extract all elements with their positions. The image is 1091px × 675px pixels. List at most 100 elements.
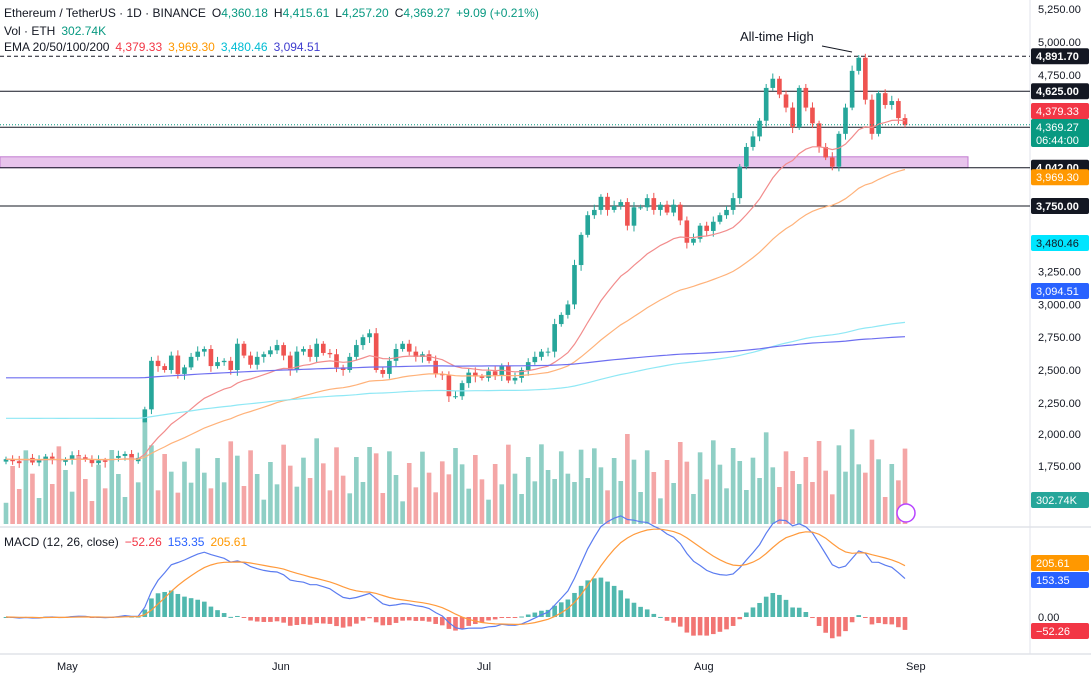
ema100-value: 3,480.46 [220,40,268,54]
candle-body [327,352,333,355]
volume-bar [578,449,584,524]
candle-body [565,304,571,315]
macd-hist-bar [625,598,630,617]
candle-body [744,146,749,167]
macd-hist-bar [737,617,743,620]
volume-bar [783,451,789,524]
price-tag [1031,169,1089,186]
macd-hist-bar [783,599,789,617]
level-tag-label: 3,750.00 [1036,201,1079,213]
candle-body [823,146,828,158]
candle-body [836,133,842,167]
macd-hist-bar [730,617,736,626]
macd-hist-bar [201,601,207,617]
volume-bar [354,457,359,524]
macd-hist-bar [492,617,498,620]
candle-body [281,345,286,356]
candle [36,455,42,467]
macd-hist-bar [876,617,881,624]
volume-bar [532,481,538,524]
low-value: 4,257.20 [341,6,389,20]
candle-body [301,349,306,352]
candle [254,351,260,370]
macd-hist-bar [221,613,227,617]
candle-body [889,101,895,105]
candle-body [400,343,405,350]
candle-body [479,376,485,378]
volume-bar [459,464,465,524]
candle [889,95,895,110]
volume-bar [122,497,128,524]
candle [83,454,88,462]
candle [294,346,300,373]
macd-hist-bar [796,607,802,617]
candle-body [433,360,438,374]
volume-bar [585,478,591,524]
macd-signal-value: 205.61 [210,535,248,549]
legend-ema-row: EMA 20/50/100/200 4,379.33 3,969.30 3,480.4… [4,40,320,54]
candle-body [195,351,201,357]
support-zone [0,156,969,169]
candle [479,373,485,381]
candle-body [294,351,300,370]
candle-body [182,367,187,374]
volume-bar [195,448,201,524]
macd-hist-bar [671,617,676,623]
macd-hist-bar [182,596,187,617]
macd-hist-bar [664,617,670,621]
candle-body [175,355,181,374]
candle [307,345,313,362]
macd-hist-bar [268,617,273,622]
volume-bar [704,479,710,524]
macd-hist-bar [459,617,465,630]
macd-hist-bar [168,590,174,617]
volume-bar [644,450,650,524]
macd-signal-line [5,528,906,626]
macd-hist-bar [882,617,888,625]
macd-hist-bar [149,598,154,617]
macd-hist-bar [829,617,835,639]
candle [367,329,372,343]
volume-bar [301,457,306,524]
candle-body [572,265,577,305]
candle [49,452,55,465]
macd-hist-bar [704,617,710,636]
low-label: L [335,6,342,20]
volume-bar [684,461,690,524]
volume-bar [598,467,604,524]
candle-body [777,78,782,95]
candle [644,194,650,211]
candle-body [651,198,657,210]
candle-body [810,107,815,124]
candle-body [730,198,736,210]
macd-hist-bar [810,617,815,619]
candle-body [393,349,399,361]
candle [744,143,749,170]
candle [691,233,696,246]
candle-body [644,198,650,208]
candle [592,204,597,219]
volume-bar [796,484,802,524]
volume-bar [863,472,868,524]
candle-body [102,460,108,462]
volume-bar [473,455,478,524]
macd-hist-bar [393,617,399,623]
candle-body [803,87,809,108]
volume-bar [710,440,716,524]
ath-arrow [821,45,853,53]
candle-body [856,57,862,71]
volume-bar [671,483,676,524]
macd-hist-bar [406,617,412,621]
volume-bar [631,459,637,524]
volume-bar [492,464,498,524]
volume-bar [248,450,253,524]
volume-bar [572,482,577,524]
high-label: H [273,6,283,20]
macd-hist-bar [301,617,306,625]
candle-body [843,107,848,134]
volume-bar [545,470,551,524]
candle-body [274,345,280,351]
macd-signal-tag-label: 205.61 [1036,558,1070,570]
macd-hist-bar [413,617,419,621]
